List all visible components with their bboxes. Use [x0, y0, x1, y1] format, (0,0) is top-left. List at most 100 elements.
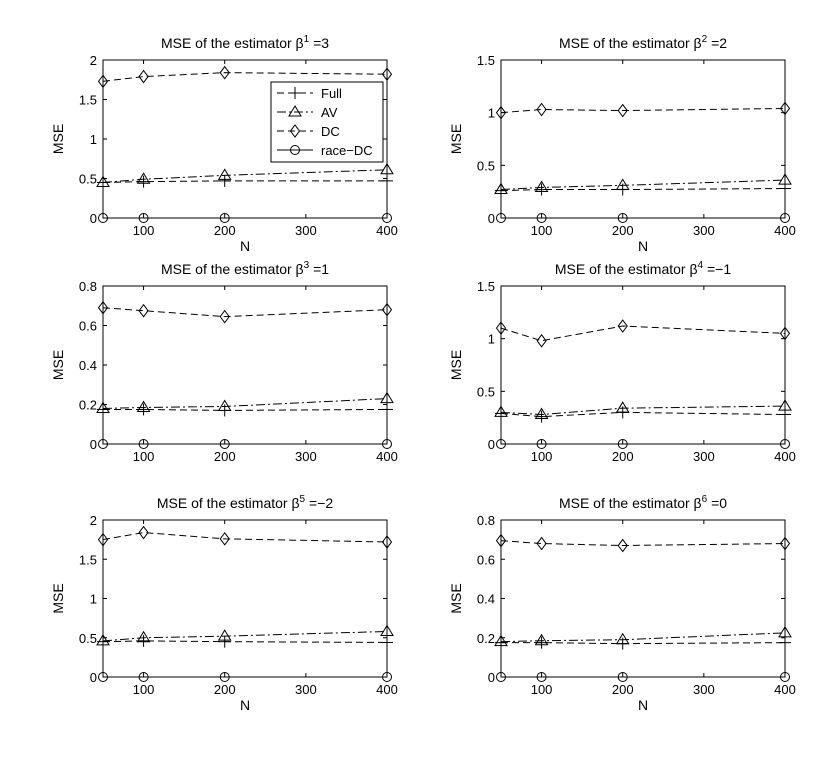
data-point — [536, 102, 547, 117]
data-point — [380, 391, 394, 404]
data-point — [137, 634, 150, 647]
data-point — [381, 302, 393, 317]
data-point — [219, 65, 230, 80]
axes-box — [500, 59, 786, 219]
chart-title: MSE of the estimator β3 =1 — [161, 260, 329, 277]
x-axis-label: N — [240, 697, 250, 713]
series-racedc — [496, 439, 790, 449]
x-tick-label: 100 — [133, 682, 155, 697]
data-point — [535, 636, 548, 649]
chart-panel-6: 100 200 300 400 0 0.2 0.4 0.6 0.8 MSE of the esti… — [448, 494, 796, 713]
data-point — [381, 636, 393, 649]
series-line — [102, 169, 388, 183]
data-point — [778, 399, 792, 411]
x-tick-label: 300 — [295, 223, 317, 238]
y-tick-label: 1.5 — [79, 552, 97, 567]
data-point — [382, 213, 392, 223]
data-point — [536, 672, 547, 682]
data-point — [97, 532, 109, 547]
x-tick-label: 400 — [774, 223, 796, 238]
data-point — [138, 69, 149, 84]
data-point — [136, 172, 151, 184]
data-point — [496, 439, 506, 449]
chart-title: MSE of the estimator β2 =2 — [559, 34, 727, 51]
series-av — [96, 391, 394, 413]
data-point — [617, 439, 628, 449]
legend-label: AV — [321, 105, 338, 120]
x-axis-label: N — [638, 238, 648, 254]
x-tick-label: 100 — [531, 449, 553, 464]
data-point — [615, 401, 630, 413]
y-tick-label: 0.5 — [79, 172, 97, 187]
series-racedc — [496, 213, 790, 223]
y-tick-label: 0.2 — [79, 398, 97, 413]
legend-marker — [289, 87, 301, 99]
legend-marker — [290, 145, 300, 155]
data-point — [534, 180, 549, 192]
y-tick-label: 1 — [90, 592, 97, 607]
data-point — [218, 635, 231, 648]
y-tick-label: 0 — [90, 437, 97, 452]
y-tick-label: 0.4 — [477, 592, 495, 607]
y-tick-label: 0 — [488, 437, 495, 452]
series-line — [103, 408, 388, 411]
chart-panel-5: 100 200 300 400 0 0.5 1 1.5 2 MSE of the estimato… — [50, 494, 398, 713]
y-tick-label: 0.5 — [79, 631, 97, 646]
chart-title: MSE of the estimator β1 =3 — [161, 34, 329, 51]
data-point — [97, 74, 109, 89]
data-point — [617, 103, 628, 118]
series-dc — [495, 319, 791, 348]
data-point — [534, 407, 549, 420]
axes-box — [500, 285, 786, 445]
x-tick-label: 200 — [612, 449, 634, 464]
x-tick-label: 300 — [693, 682, 715, 697]
y-tick-label: 1 — [488, 332, 495, 347]
data-point — [779, 101, 791, 116]
data-point — [617, 213, 628, 223]
data-point — [778, 173, 792, 185]
y-tick-label: 0 — [488, 670, 495, 685]
y-tick-label: 0.6 — [477, 552, 495, 567]
data-point — [495, 533, 507, 548]
series-racedc — [98, 439, 392, 449]
data-point — [219, 309, 230, 324]
data-point — [382, 439, 392, 449]
y-tick-label: 1 — [488, 106, 495, 121]
series-line — [500, 107, 786, 114]
y-axis-label: MSE — [448, 583, 464, 613]
series-racedc — [98, 213, 392, 223]
x-axis-label: N — [638, 697, 648, 713]
data-point — [219, 672, 230, 682]
chart-panel-3: 100 200 300 400 0 0.2 0.4 0.6 0.8 MSE of the esti… — [50, 260, 398, 464]
series-av — [96, 162, 394, 187]
data-point — [138, 525, 149, 540]
data-point — [615, 632, 630, 645]
data-point — [495, 105, 507, 120]
legend-label: DC — [321, 124, 340, 139]
y-tick-label: 0.4 — [79, 358, 97, 373]
series-line — [500, 188, 786, 192]
data-point — [219, 213, 230, 223]
series-line — [500, 411, 786, 418]
data-point — [615, 178, 630, 190]
y-axis-label: MSE — [50, 124, 66, 154]
y-tick-label: 0 — [90, 211, 97, 226]
x-tick-label: 400 — [774, 682, 796, 697]
y-axis-label: MSE — [448, 350, 464, 380]
x-tick-label: 100 — [531, 223, 553, 238]
y-tick-label: 1 — [90, 132, 97, 147]
series-line — [500, 179, 786, 191]
x-tick-label: 400 — [774, 449, 796, 464]
y-tick-label: 1.5 — [477, 279, 495, 294]
data-point — [779, 326, 791, 341]
data-point — [218, 174, 231, 187]
data-point — [98, 213, 108, 223]
y-axis-label: MSE — [50, 583, 66, 613]
data-point — [96, 401, 110, 413]
x-tick-label: 400 — [376, 449, 398, 464]
series-racedc — [98, 672, 392, 682]
x-tick-label: 300 — [295, 449, 317, 464]
data-point — [136, 400, 151, 412]
data-point — [137, 403, 150, 416]
